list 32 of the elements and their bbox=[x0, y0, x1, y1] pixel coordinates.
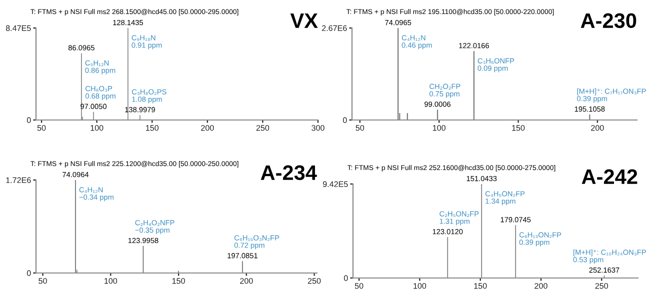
x-tick-label: 100 bbox=[90, 125, 104, 131]
y-tick-label: 2.67E6 bbox=[322, 25, 347, 31]
y-tick-label: 0 bbox=[26, 270, 31, 276]
x-tick-label: 250 bbox=[256, 125, 270, 131]
x-tick-label: 300 bbox=[312, 125, 324, 131]
x-tick-label: 200 bbox=[534, 283, 548, 289]
x-tick-label: 200 bbox=[201, 125, 214, 131]
y-tick-label: 0 bbox=[344, 275, 348, 281]
x-tick-label: 150 bbox=[474, 283, 487, 289]
x-tick-label: 50 bbox=[37, 125, 46, 131]
x-tick-label: 50 bbox=[356, 125, 364, 131]
x-tick-label: 50 bbox=[38, 278, 47, 284]
x-tick-label: 250 bbox=[308, 278, 321, 284]
chart-title: A-230 bbox=[580, 13, 636, 28]
x-tick-label: 150 bbox=[146, 125, 159, 131]
x-tick-label: 50 bbox=[354, 283, 364, 289]
y-tick-label: 1.72E6 bbox=[6, 177, 31, 183]
x-tick-label: 200 bbox=[591, 125, 604, 131]
chart-title: A-234 bbox=[260, 165, 317, 180]
x-tick-label: 150 bbox=[512, 125, 525, 131]
y-tick-label: 8.47E5 bbox=[6, 25, 31, 31]
x-tick-label: 100 bbox=[414, 283, 426, 289]
chart-title: VX bbox=[290, 14, 318, 28]
x-tick-label: 100 bbox=[432, 125, 446, 131]
y-tick-label: 0 bbox=[26, 117, 31, 123]
x-tick-label: 150 bbox=[172, 278, 185, 284]
x-tick-label: 250 bbox=[595, 283, 608, 289]
x-tick-label: 100 bbox=[104, 278, 118, 284]
x-tick-label: 200 bbox=[240, 278, 253, 284]
y-tick-label: 9.42E5 bbox=[322, 181, 348, 187]
y-tick-label: 0 bbox=[342, 117, 347, 123]
chart-title: A-242 bbox=[582, 169, 638, 184]
